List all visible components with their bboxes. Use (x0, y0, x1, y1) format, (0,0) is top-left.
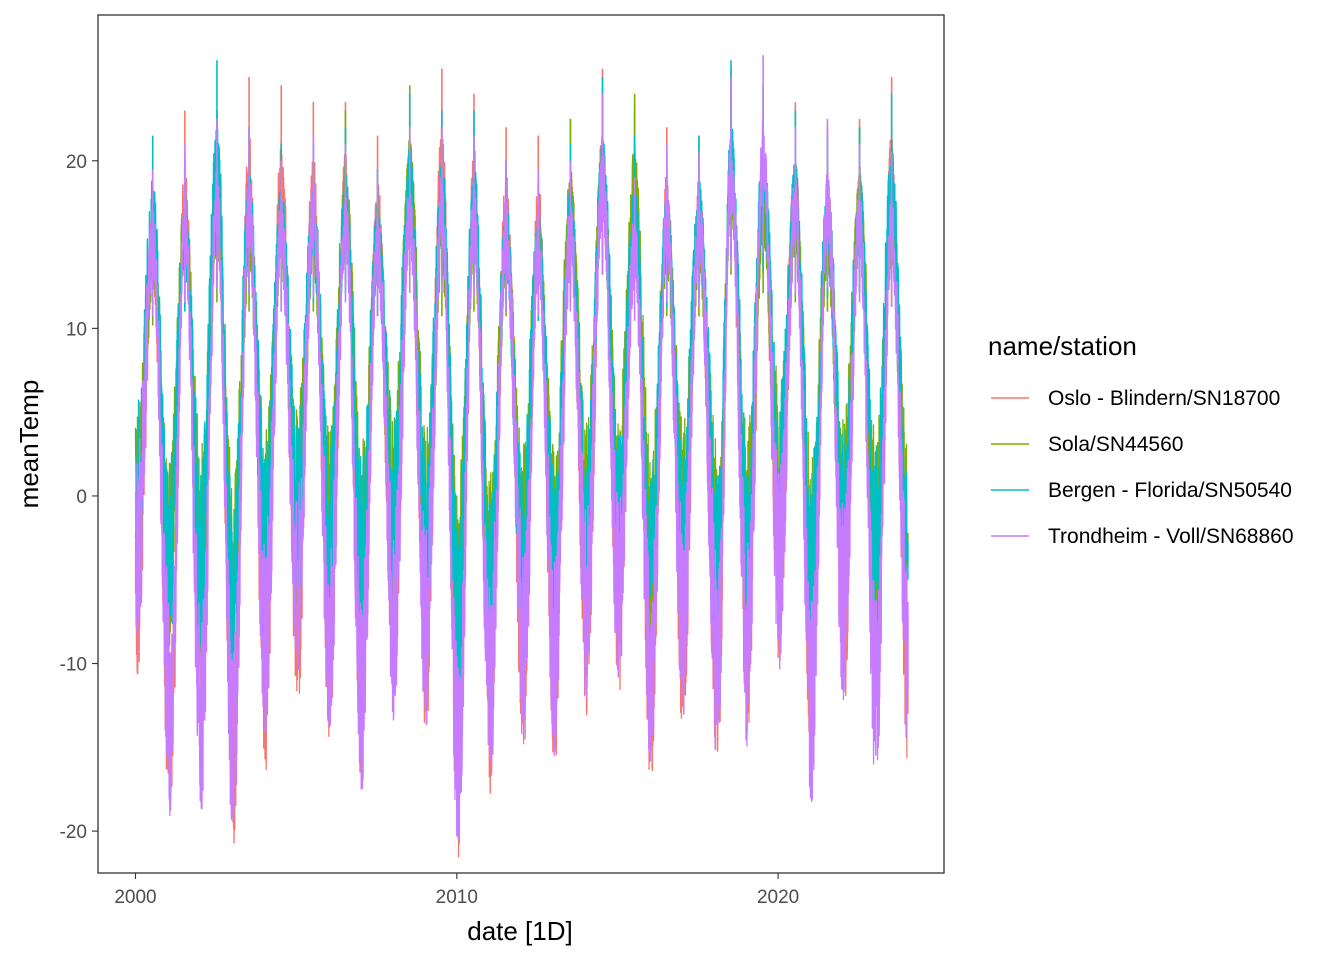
x-tick-label: 2010 (436, 887, 478, 908)
x-tick-label: 2020 (757, 887, 799, 908)
y-tick-label: 0 (76, 487, 87, 508)
legend-item: Sola/SN44560 (991, 433, 1183, 456)
legend-item: Trondheim - Voll/SN68860 (991, 525, 1294, 548)
x-axis-title: date [1D] (467, 916, 573, 946)
panel-border (97, 14, 945, 874)
y-tick-label: 20 (66, 152, 87, 173)
plot-area (97, 14, 945, 874)
legend-item: Bergen - Florida/SN50540 (991, 479, 1292, 502)
legend-label: Bergen - Florida/SN50540 (1048, 479, 1292, 502)
legend-label: Sola/SN44560 (1048, 433, 1183, 456)
series-line-3 (134, 116, 908, 845)
y-tick-label: -10 (60, 655, 87, 676)
y-axis-title: meanTemp (14, 380, 44, 509)
series-layer (134, 55, 909, 858)
y-tick-label: -20 (60, 822, 87, 843)
legend-label: Trondheim - Voll/SN68860 (1048, 525, 1294, 548)
legend: name/station Oslo - Blindern/SN18700 Sola… (988, 331, 1294, 548)
y-tick-label: 10 (66, 319, 87, 340)
x-axis: 2000 2010 2020 (114, 873, 799, 908)
legend-items: Oslo - Blindern/SN18700 Sola/SN44560 Berge… (991, 387, 1294, 548)
legend-label: Oslo - Blindern/SN18700 (1048, 387, 1280, 410)
legend-item: Oslo - Blindern/SN18700 (991, 387, 1280, 410)
y-axis: -20 -10 0 10 20 (60, 152, 98, 843)
x-tick-label: 2000 (114, 887, 156, 908)
legend-title: name/station (988, 331, 1137, 361)
